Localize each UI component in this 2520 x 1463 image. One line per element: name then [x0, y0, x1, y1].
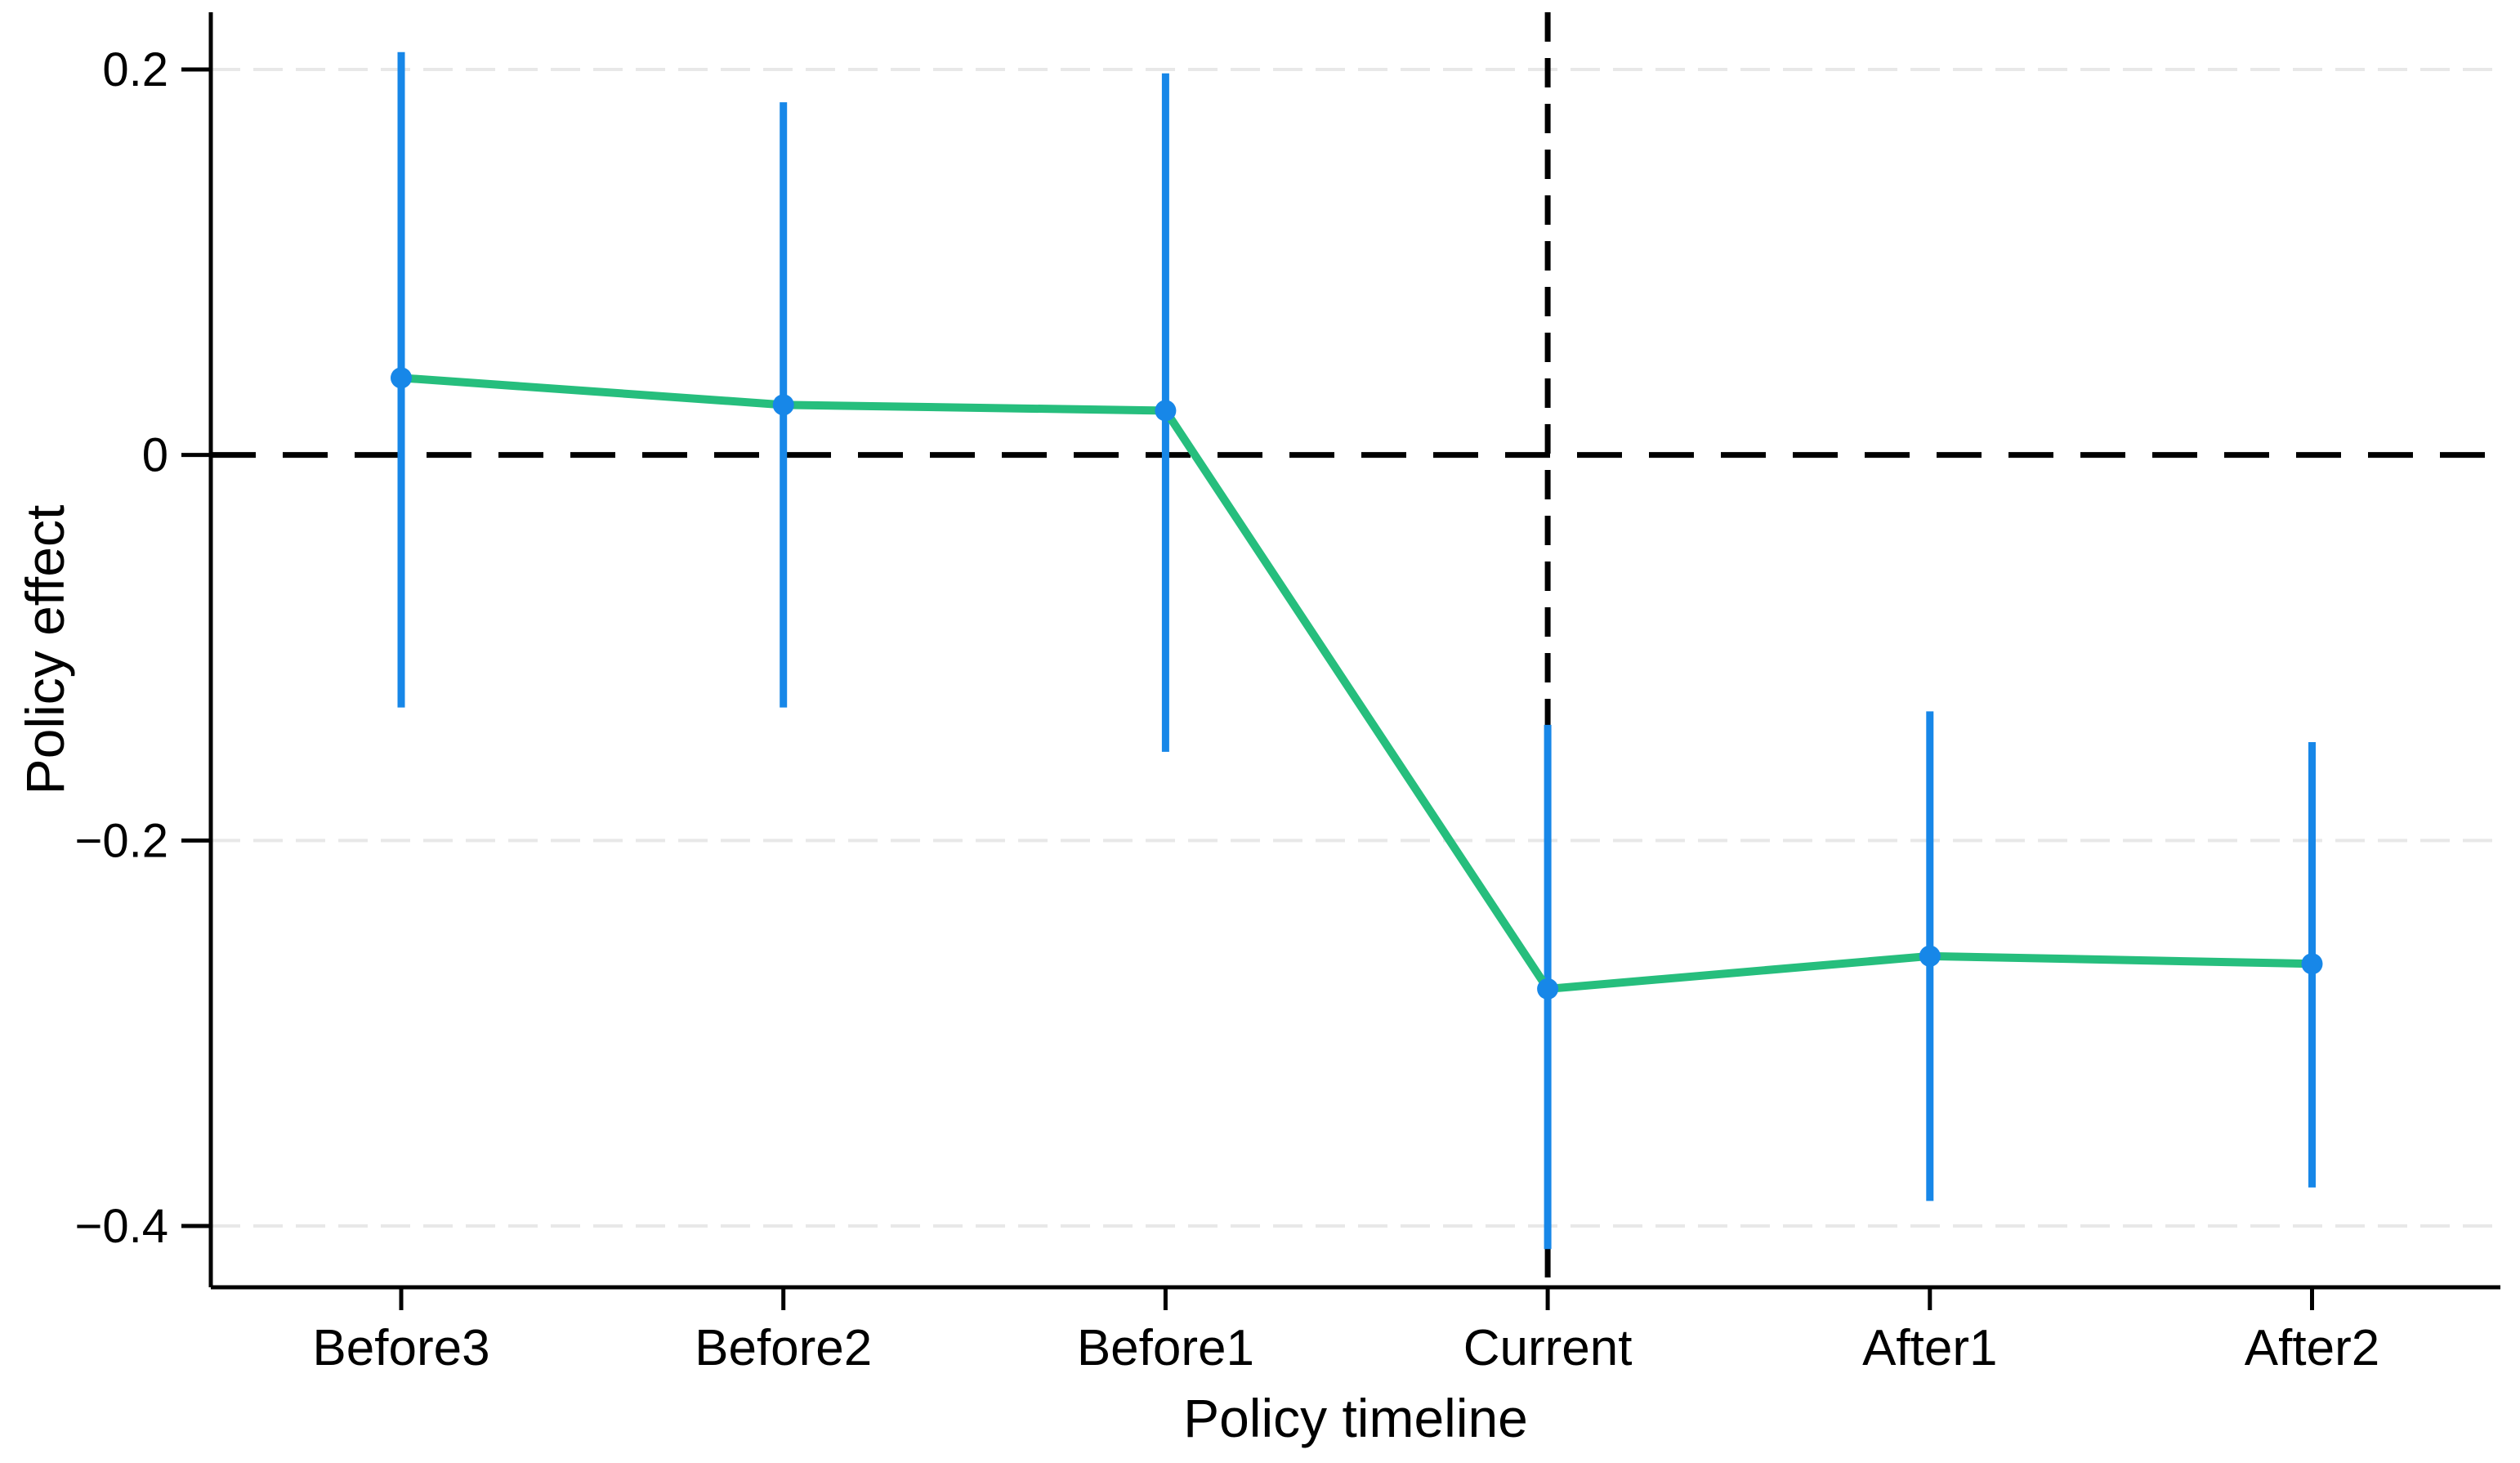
y-tick-label: −0.4	[75, 1200, 169, 1253]
x-tick-label: Before1	[1077, 1320, 1254, 1376]
x-tick-label: After2	[2245, 1320, 2379, 1376]
y-tick-label: −0.2	[75, 814, 169, 867]
y-tick-label: 0.2	[102, 43, 168, 96]
estimate-point	[1919, 945, 1941, 967]
reference-lines-layer	[211, 12, 2500, 1287]
x-tick-label: Before2	[695, 1320, 872, 1376]
x-tick-label: Before3	[312, 1320, 489, 1376]
estimate-point	[1155, 400, 1177, 422]
x-axis-title: Policy timeline	[1183, 1388, 1528, 1448]
x-tick-label: After1	[1862, 1320, 1997, 1376]
estimate-point	[391, 367, 412, 389]
y-tick-label: 0	[142, 429, 168, 482]
estimate-point	[1537, 978, 1559, 1000]
data-layer	[391, 51, 2323, 1250]
estimate-point	[772, 394, 794, 416]
x-tick-label: Current	[1463, 1320, 1633, 1376]
y-axis-title: Policy effect	[15, 505, 75, 795]
estimate-point	[2301, 953, 2323, 975]
estimate-line	[400, 374, 2312, 993]
grid-layer	[211, 68, 2500, 1228]
axes-layer: 0.2 0 −0.2 −0.4 Before3 Before2 Before1 Current…	[75, 12, 2500, 1376]
